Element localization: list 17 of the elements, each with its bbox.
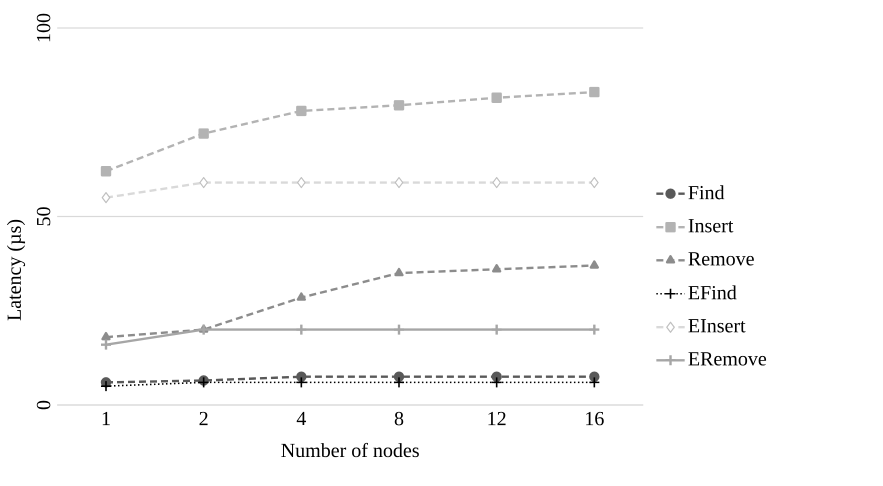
x-tick-label: 12: [488, 412, 506, 426]
y-tick-label: 0: [36, 400, 50, 410]
legend-label: Find: [688, 185, 724, 200]
legend-label: Remove: [688, 252, 754, 266]
x-tick-label: 16: [586, 412, 604, 426]
legend-label: EInsert: [688, 319, 746, 332]
y-tick-label: 100: [36, 14, 50, 42]
legend-label: ERemove: [688, 352, 766, 366]
legend-label: EFind: [688, 285, 737, 300]
x-tick-label: 2: [200, 412, 208, 426]
x-tick-label: 1: [102, 412, 110, 426]
x-tick-label: 8: [394, 412, 404, 426]
legend-label: Insert: [688, 219, 734, 232]
y-axis-title: Latency (µs): [6, 220, 26, 320]
x-tick-label: 4: [296, 412, 306, 426]
x-axis-title: Number of nodes: [281, 442, 419, 458]
y-tick-label: 50: [36, 207, 50, 226]
